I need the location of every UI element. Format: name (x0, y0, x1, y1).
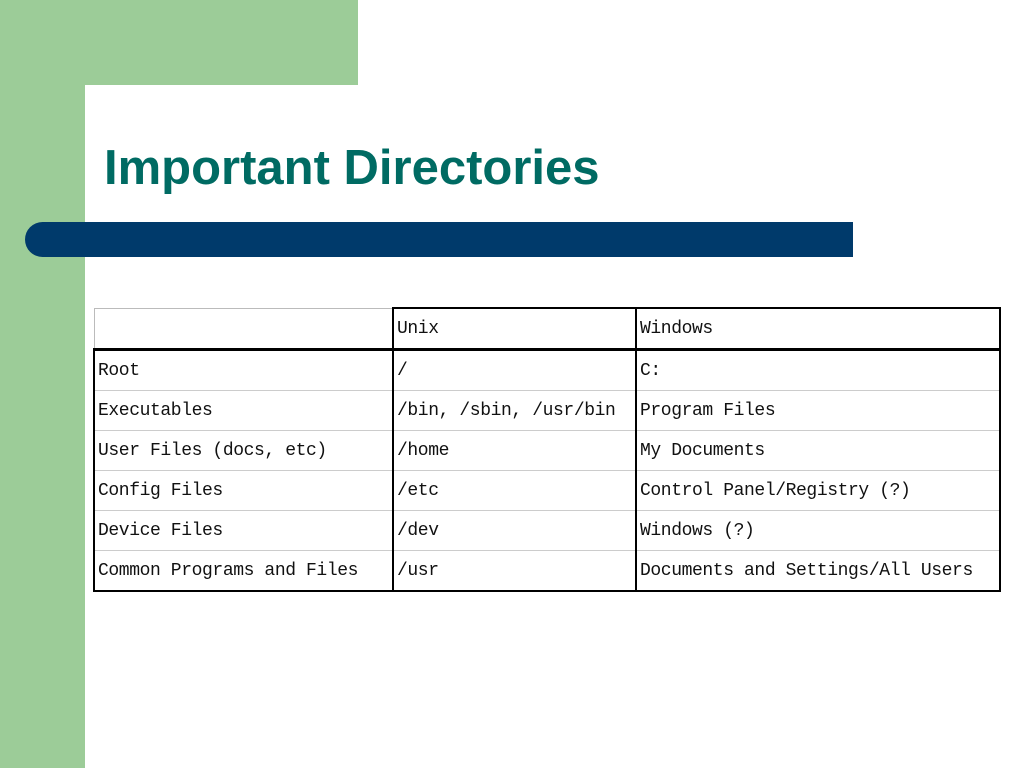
table-row: Common Programs and Files /usr Documents… (93, 550, 1001, 592)
directories-table: Unix Windows Root / C: Executables /bin,… (93, 307, 1001, 592)
table-row: Config Files /etc Control Panel/Registry… (93, 470, 1001, 511)
header-cell: Unix (392, 307, 637, 351)
cell-text: Root (98, 360, 140, 381)
table-cell: Control Panel/Registry (?) (635, 470, 1001, 511)
table-row: Device Files /dev Windows (?) (93, 510, 1001, 551)
cell-text: Device Files (98, 520, 223, 541)
cell-text: My Documents (640, 440, 765, 461)
table-cell: /home (392, 430, 637, 471)
table-cell: User Files (docs, etc) (93, 430, 394, 471)
table-cell: /etc (392, 470, 637, 511)
table-cell: Windows (?) (635, 510, 1001, 551)
table-cell: Common Programs and Files (93, 550, 394, 592)
cell-text: /bin, /sbin, /usr/bin (397, 400, 616, 421)
background-accent-left (0, 0, 85, 768)
cell-text: /usr (397, 560, 439, 581)
table-header-row: Unix Windows (93, 307, 1001, 351)
table-row: User Files (docs, etc) /home My Document… (93, 430, 1001, 471)
slide-title: Important Directories (104, 141, 600, 195)
table-cell: /usr (392, 550, 637, 592)
cell-text: /home (397, 440, 450, 461)
header-cell: Windows (635, 307, 1001, 351)
cell-text: Windows (?) (640, 520, 755, 541)
cell-text: Config Files (98, 480, 223, 501)
cell-text: C: (640, 360, 661, 381)
cell-text: /dev (397, 520, 439, 541)
background-accent-top (0, 0, 358, 85)
table-cell: Root (93, 349, 394, 391)
cell-text: Common Programs and Files (98, 560, 359, 581)
title-underline-bar (25, 222, 853, 257)
header-text: Unix (397, 318, 439, 339)
table-cell: Program Files (635, 390, 1001, 431)
cell-text: Documents and Settings/All Users (640, 560, 973, 581)
table-cell: / (392, 349, 637, 391)
table-cell: Documents and Settings/All Users (635, 550, 1001, 592)
cell-text: Executables (98, 400, 213, 421)
cell-text: / (397, 360, 408, 381)
cell-text: User Files (docs, etc) (98, 440, 327, 461)
header-cell (93, 307, 394, 351)
table-row: Root / C: (93, 349, 1001, 391)
table-cell: C: (635, 349, 1001, 391)
table-cell: Executables (93, 390, 394, 431)
table-cell: My Documents (635, 430, 1001, 471)
table-cell: /bin, /sbin, /usr/bin (392, 390, 637, 431)
cell-text: Program Files (640, 400, 776, 421)
table-row: Executables /bin, /sbin, /usr/bin Progra… (93, 390, 1001, 431)
cell-text: Control Panel/Registry (?) (640, 480, 911, 501)
table-cell: /dev (392, 510, 637, 551)
table-cell: Config Files (93, 470, 394, 511)
header-text: Windows (640, 318, 713, 339)
table-cell: Device Files (93, 510, 394, 551)
cell-text: /etc (397, 480, 439, 501)
